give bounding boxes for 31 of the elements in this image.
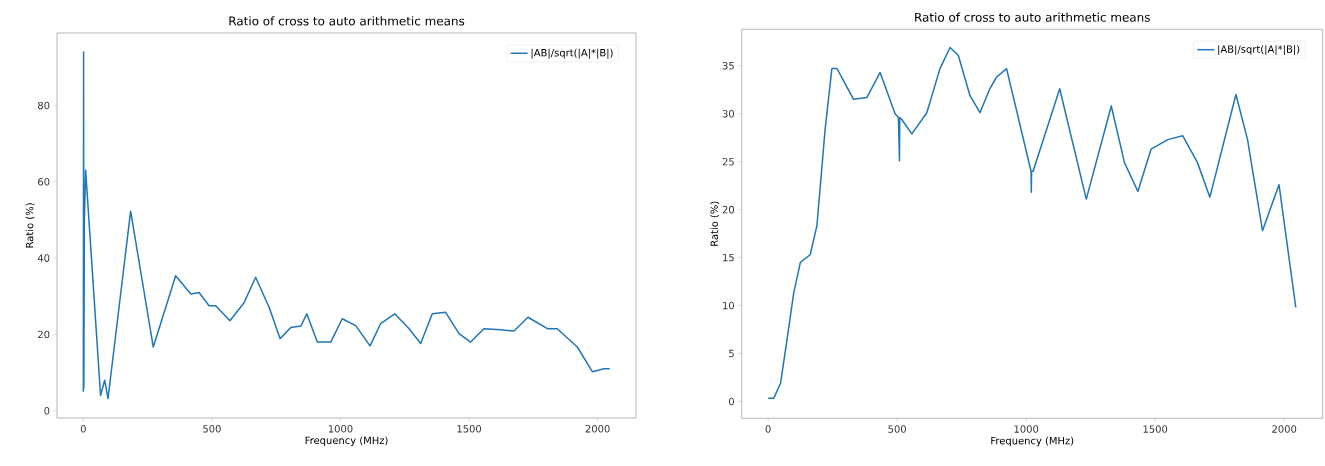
y-axis-title: Ratio (%) <box>710 201 720 246</box>
x-tick-label: 500 <box>203 424 221 433</box>
x-tick-label: 0 <box>80 424 86 433</box>
x-tick-label: 1000 <box>1014 425 1039 433</box>
x-axis-title: Frequency (MHz) <box>305 436 388 447</box>
x-tick-label: 2000 <box>585 424 610 433</box>
x-tick-label: 1500 <box>457 424 482 433</box>
y-tick-label: 5 <box>729 349 734 358</box>
legend-label: |AB|/sqrt(|A|*|B|) <box>1218 45 1300 56</box>
chart-title: Ratio of cross to auto arithmetic means <box>229 16 465 26</box>
y-tick-label: 80 <box>37 101 50 110</box>
y-tick-label: 60 <box>38 178 50 186</box>
y-tick-label: 0 <box>729 397 735 406</box>
x-tick-label: 0 <box>765 425 771 433</box>
y-tick-label: 20 <box>38 330 50 339</box>
y-tick-label: 40 <box>37 254 50 262</box>
y-tick-label: 25 <box>722 157 734 166</box>
x-tick-label: 1000 <box>328 424 353 433</box>
x-tick-label: 2000 <box>1272 425 1297 433</box>
y-tick-label: 15 <box>723 253 734 262</box>
y-tick-label: 20 <box>722 205 735 214</box>
y-tick-label: 10 <box>723 301 735 310</box>
x-tick-label: 1500 <box>1143 425 1168 433</box>
y-tick-label: 0 <box>44 406 50 415</box>
legend-label: |AB|/sqrt(|A|*|B|) <box>531 48 613 59</box>
y-axis-title: Ratio (%) <box>25 203 35 248</box>
y-tick-label: 35 <box>722 61 734 70</box>
x-axis-title: Frequency (MHz) <box>991 436 1074 447</box>
x-tick-label: 500 <box>888 425 906 433</box>
y-tick-label: 30 <box>722 109 735 118</box>
chart-title: Ratio of cross to auto arithmetic means <box>915 12 1150 22</box>
